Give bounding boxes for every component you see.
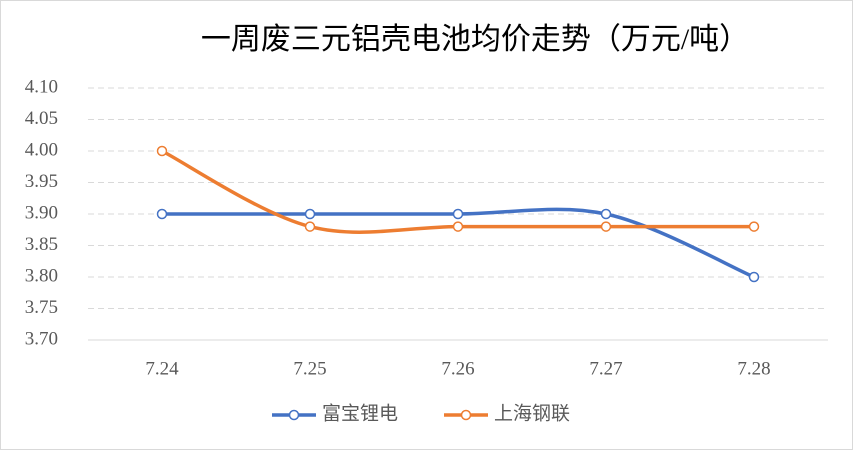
legend-label: 富宝锂电 (322, 402, 398, 424)
y-tick-label: 3.90 (25, 202, 58, 223)
x-tick-label: 7.26 (441, 358, 474, 379)
point (452, 221, 464, 232)
point (748, 271, 760, 283)
y-tick-label: 4.00 (25, 139, 58, 160)
point (600, 221, 612, 232)
y-tick-label: 3.95 (25, 171, 58, 192)
x-tick-label: 7.25 (293, 358, 326, 379)
x-tick-label: 7.28 (737, 358, 770, 379)
y-tick-label: 3.75 (25, 297, 58, 318)
legend-marker (460, 409, 472, 421)
point (304, 208, 316, 220)
point (156, 145, 168, 157)
point (452, 208, 464, 220)
legend-label: 上海钢联 (494, 402, 570, 424)
chart-title: 一周废三元铝壳电池均价走势（万元/吨） (201, 23, 749, 56)
point (156, 208, 168, 220)
point (600, 208, 612, 220)
x-tick-label: 7.24 (145, 358, 179, 379)
y-tick-label: 3.80 (25, 265, 58, 286)
legend-marker (288, 409, 300, 421)
y-tick-label: 4.05 (25, 108, 58, 129)
y-tick-label: 3.85 (25, 234, 58, 255)
y-tick-label: 4.10 (25, 76, 58, 97)
point (748, 221, 760, 232)
x-tick-label: 7.27 (589, 358, 622, 379)
y-tick-label: 3.70 (25, 328, 58, 349)
point (304, 221, 316, 232)
